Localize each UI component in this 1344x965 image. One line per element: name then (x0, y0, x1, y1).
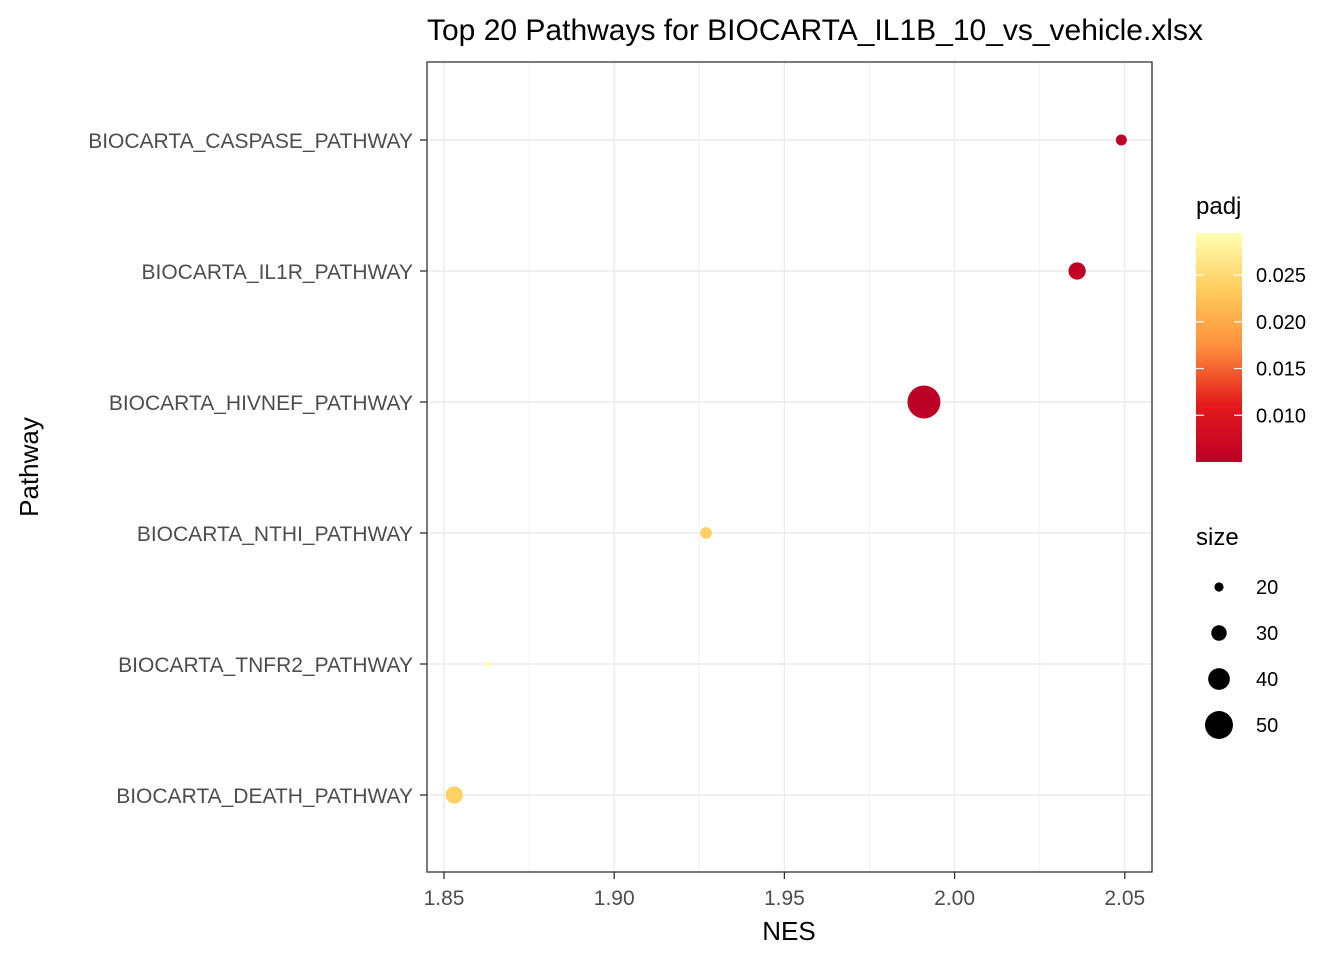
data-point (907, 385, 941, 419)
y-axis-title: Pathway (14, 417, 44, 517)
size-legend-title: size (1196, 524, 1239, 551)
x-axis: 1.85 1.90 1.95 2.00 2.05 (424, 872, 1145, 910)
padj-color-legend: padj 0.010 0.015 0.020 0.025 (1196, 193, 1306, 462)
y-axis: BIOCARTA_CASPASE_PATHWAY BIOCARTA_IL1R_PA… (88, 130, 427, 808)
colorbar-label: 0.020 (1256, 312, 1306, 334)
y-tick-label: BIOCARTA_IL1R_PATHWAY (141, 261, 413, 284)
colorbar-label: 0.025 (1256, 265, 1306, 287)
padj-colorbar (1196, 233, 1242, 462)
y-tick-label: BIOCARTA_HIVNEF_PATHWAY (109, 392, 413, 415)
size-legend-key (1214, 582, 1224, 592)
data-point (445, 786, 463, 804)
y-tick-label: BIOCARTA_CASPASE_PATHWAY (88, 130, 413, 153)
x-axis-title: NES (762, 916, 815, 946)
size-legend-label: 40 (1256, 669, 1278, 691)
size-legend: size 20 30 40 50 (1196, 524, 1278, 739)
plot-border (426, 61, 1153, 873)
data-point (1115, 134, 1127, 146)
size-legend-label: 30 (1256, 623, 1278, 645)
chart-title: Top 20 Pathways for BIOCARTA_IL1B_10_vs_… (427, 14, 1203, 47)
x-tick-label: 1.85 (424, 887, 465, 910)
data-point (485, 661, 492, 667)
x-tick-label: 1.95 (764, 887, 805, 910)
plot-panel (427, 62, 1152, 872)
x-tick-label: 1.90 (594, 887, 635, 910)
padj-legend-title: padj (1196, 193, 1241, 220)
colorbar-label: 0.015 (1256, 359, 1306, 381)
size-legend-key (1205, 711, 1233, 739)
size-legend-key (1211, 625, 1227, 641)
colorbar-label: 0.010 (1256, 405, 1306, 427)
grid-lines (427, 62, 1152, 872)
y-tick-label: BIOCARTA_TNFR2_PATHWAY (118, 654, 413, 677)
y-tick-label: BIOCARTA_NTHI_PATHWAY (137, 523, 413, 546)
data-point (700, 527, 712, 539)
data-points (445, 134, 1127, 804)
y-tick-label: BIOCARTA_DEATH_PATHWAY (116, 785, 413, 808)
data-point (1068, 262, 1086, 280)
size-legend-label: 50 (1256, 715, 1278, 737)
x-tick-label: 2.05 (1104, 887, 1145, 910)
x-tick-label: 2.00 (934, 887, 975, 910)
size-legend-label: 20 (1256, 577, 1278, 599)
size-legend-key (1208, 668, 1230, 690)
